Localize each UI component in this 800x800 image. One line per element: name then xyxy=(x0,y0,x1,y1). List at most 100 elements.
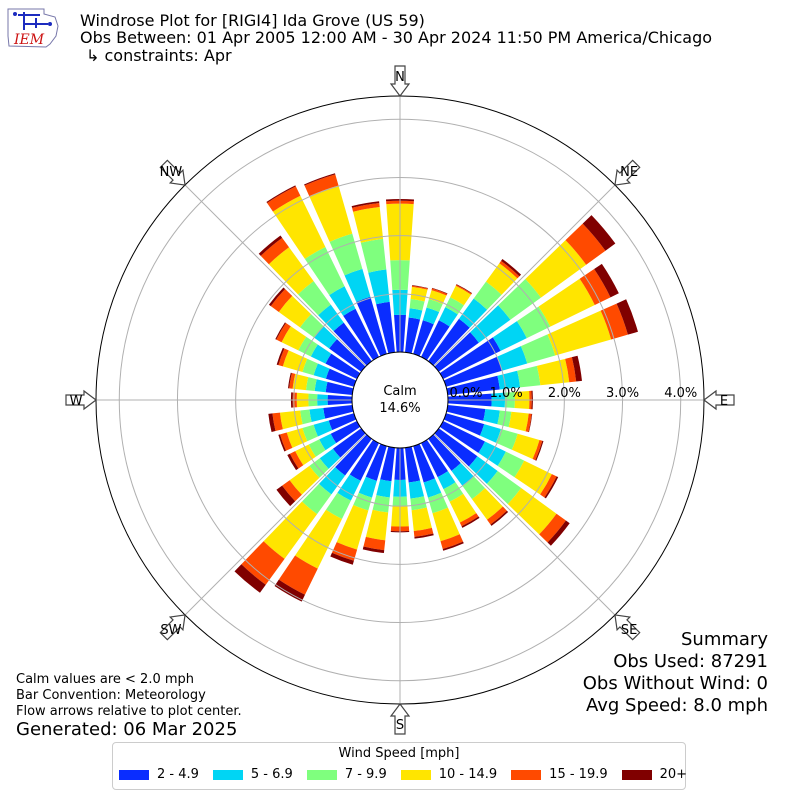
windrose-bar-segment xyxy=(426,299,443,313)
windrose-bar-segment xyxy=(571,355,582,382)
windrose-bar-segment xyxy=(356,296,387,357)
windrose-bar-segment xyxy=(414,533,434,539)
windrose-bar-segment xyxy=(278,348,289,367)
compass-arrow-icon xyxy=(614,159,641,186)
legend: Wind Speed [mph] 2 - 4.9 5 - 6.9 7 - 9.9 10… xyxy=(112,742,688,790)
summary-obs-without-wind: Obs Without Wind: 0 xyxy=(582,673,768,694)
windrose-bar-segment xyxy=(458,298,488,328)
radial-tick-label: 4.0% xyxy=(664,386,697,401)
windrose-bar-segment xyxy=(343,308,379,361)
windrose-bar-segment xyxy=(323,405,354,419)
windrose-bar-segment xyxy=(428,434,461,471)
windrose-bar-segment xyxy=(517,365,541,388)
windrose-bar-segment xyxy=(461,516,480,528)
windrose-bar-segment xyxy=(268,413,276,433)
windrose-bar-segment xyxy=(547,520,570,546)
windrose-bar-segment xyxy=(333,322,372,366)
windrose-bar-segment xyxy=(304,174,339,197)
compass-label: NE xyxy=(620,165,638,180)
windrose-bar-segment xyxy=(295,444,316,466)
windrose-bar-segment xyxy=(362,546,385,554)
windrose-bar-segment xyxy=(492,321,527,351)
windrose-bar-segment xyxy=(594,263,619,298)
windrose-bar-segment xyxy=(439,337,501,379)
windrose-bar-segment xyxy=(325,353,361,379)
windrose-bar-segment xyxy=(329,339,366,372)
windrose-bar-segment xyxy=(446,375,500,395)
windrose-bar-segment xyxy=(270,289,293,312)
legend-label: 7 - 9.9 xyxy=(344,767,387,782)
windrose-bar-segment xyxy=(278,555,318,595)
windrose-bar-segment xyxy=(263,501,318,559)
windrose-bar-segment xyxy=(287,453,299,471)
summary-obs-used: Obs Used: 87291 xyxy=(613,651,768,672)
compass-label: SE xyxy=(621,623,637,638)
windrose-bar-segment xyxy=(525,240,587,298)
windrose-bar-segment xyxy=(443,413,485,436)
legend-swatch xyxy=(621,769,652,780)
windrose-bar-segment xyxy=(301,483,332,515)
windrose-bar-segment xyxy=(300,409,312,425)
windrose-bar-segment xyxy=(412,285,428,289)
legend-label: 20+ xyxy=(659,767,688,782)
windrose-bar-segment xyxy=(319,433,337,451)
windrose-bar-segment xyxy=(274,579,305,602)
windrose-bar-segment xyxy=(544,476,559,499)
summary-title: Summary xyxy=(681,629,768,650)
calm-label: Calm xyxy=(383,384,416,399)
grid-spoke xyxy=(184,184,367,367)
windrose-labels: N NE E SE S SW W NW 0.0% 1.0% 2.0% 3.0% 4.0% Calm 14.6… xyxy=(70,70,729,733)
windrose-bar-segment xyxy=(288,372,292,389)
windrose-bar-segment xyxy=(299,314,324,338)
windrose-bar-segment xyxy=(314,379,328,393)
compass-label: N xyxy=(395,70,405,85)
windrose-bar-segment xyxy=(470,305,511,343)
windrose-bar-segment xyxy=(520,334,556,364)
windrose-bar-segment xyxy=(278,295,312,328)
windrose-bar-segment xyxy=(365,509,389,541)
windrose-bar-segment xyxy=(335,434,372,476)
windrose-bar-segment xyxy=(516,306,551,339)
windrose-bar-segment xyxy=(483,408,500,425)
windrose-bar-segment xyxy=(446,405,486,421)
windrose-bar-segment xyxy=(295,509,342,569)
legend-swatch xyxy=(511,769,542,780)
windrose-bar-segment xyxy=(325,492,351,519)
windrose-bar-segment xyxy=(272,412,283,432)
compass-arrow-icon xyxy=(389,703,411,735)
windrose-bar-segment xyxy=(337,474,361,501)
windrose-bar-segment xyxy=(279,410,303,430)
windrose-bar-segment xyxy=(332,428,366,458)
windrose-bar-segment xyxy=(330,421,361,444)
windrose-bar-segment xyxy=(353,207,384,243)
windrose-bar-segment xyxy=(405,446,421,483)
windrose-bar-segment xyxy=(325,381,354,395)
windrose-bar-segment xyxy=(540,474,557,498)
windrose-bar-segment xyxy=(445,297,464,315)
windrose-bar-segment xyxy=(318,304,344,332)
legend-swatch xyxy=(212,769,243,780)
windrose-bar-segment xyxy=(582,215,616,251)
windrose-bar-segment xyxy=(442,541,464,551)
legend-item: 15 - 19.9 xyxy=(511,767,608,782)
windrose-bar-segment xyxy=(579,269,611,305)
windrose-bar-segment xyxy=(351,201,380,208)
legend-label: 15 - 19.9 xyxy=(549,767,608,782)
windrose-bar-segment xyxy=(486,263,518,295)
windrose-bar-segment xyxy=(329,286,356,316)
windrose-bar-segment xyxy=(331,542,358,561)
windrose-bar-segment xyxy=(459,513,479,527)
calm-value: 14.6% xyxy=(379,401,420,416)
windrose-bar-segment xyxy=(434,332,479,372)
windrose-bar-segment xyxy=(421,439,448,478)
windrose-bar-segment xyxy=(376,479,392,498)
windrose-bar-segment xyxy=(438,307,458,327)
title-line-1: Windrose Plot for [RIGI4] Ida Grove (US … xyxy=(80,11,425,30)
windrose-bar-segment xyxy=(314,326,338,349)
windrose-bar-segment xyxy=(266,185,296,203)
windrose-bar-segment xyxy=(422,307,440,325)
windrose-bar-segment xyxy=(376,301,395,354)
legend-item: 7 - 9.9 xyxy=(306,767,387,782)
windrose-bar-segment xyxy=(410,496,427,511)
